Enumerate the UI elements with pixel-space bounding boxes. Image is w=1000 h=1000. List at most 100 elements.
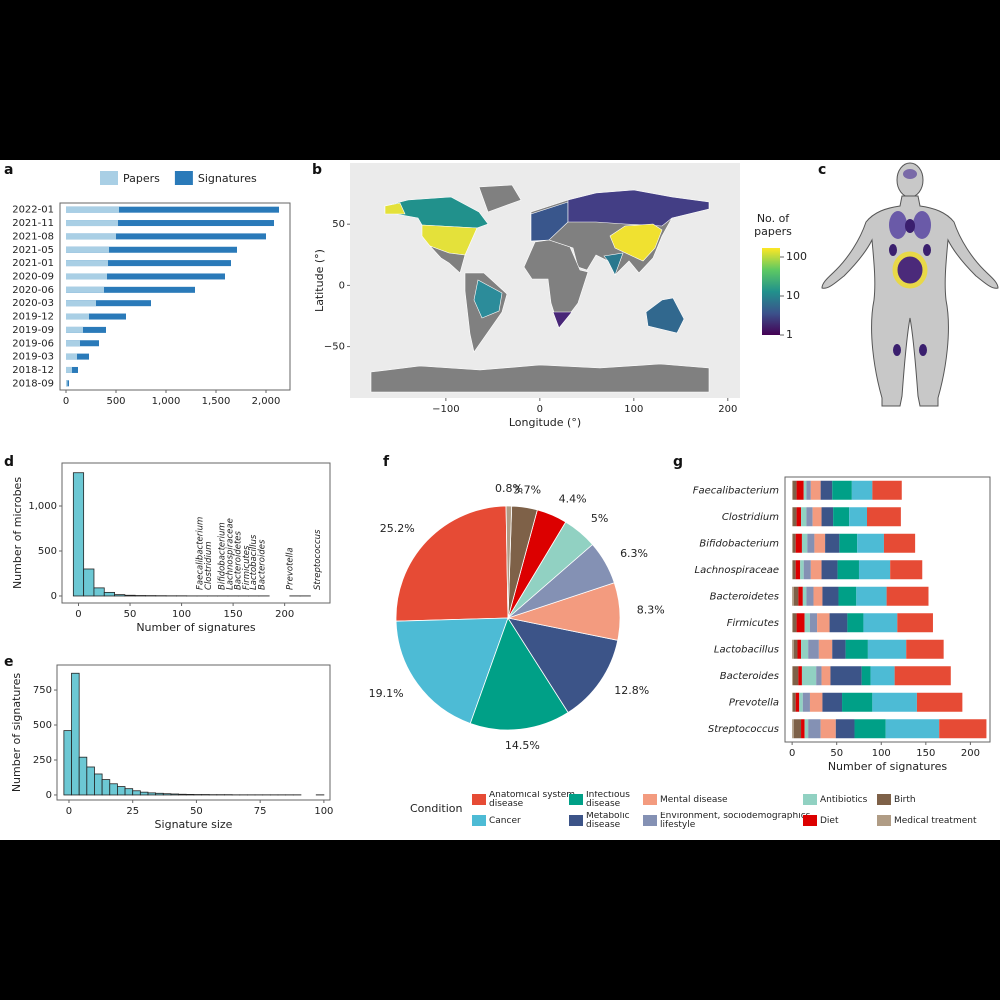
bar-segment: [810, 560, 822, 580]
bar-segment: [795, 560, 801, 580]
knee: [893, 344, 901, 356]
x-tick-label: 0: [75, 609, 81, 620]
y-tick-label: 2020-06: [12, 285, 54, 296]
hist-bar: [124, 788, 134, 796]
bar-segment: [798, 586, 803, 606]
pie-label: 19.1%: [369, 687, 404, 700]
bar-segment: [863, 613, 898, 633]
bar-segment: [822, 692, 843, 712]
colorbar-tick-label: 1: [786, 328, 793, 341]
bar-segment: [847, 613, 864, 633]
bar-segment: [793, 639, 798, 659]
bar: [66, 286, 195, 293]
kidney: [889, 244, 897, 256]
y-tick-label: 1,000: [28, 501, 57, 512]
bar-segment: [825, 533, 840, 553]
bar-segment: [801, 639, 809, 659]
bar-segment: [793, 480, 797, 500]
x-tick-label: 150: [916, 748, 935, 759]
panel-label: c: [818, 162, 826, 178]
bar: [66, 220, 118, 227]
hist-bar: [124, 594, 136, 597]
legend-swatch: [803, 794, 817, 805]
x-tick-label: 200: [718, 404, 737, 415]
bar: [66, 353, 89, 360]
pie-slice: [507, 617, 619, 714]
bar: [66, 246, 109, 253]
legend-swatch: [472, 815, 486, 826]
bar-segment: [809, 692, 823, 712]
panel-label: e: [4, 654, 14, 670]
bar-segment: [792, 639, 794, 659]
knee: [919, 344, 927, 356]
pie-slice: [505, 505, 513, 619]
bar-segment: [799, 692, 803, 712]
legend-label: Signatures: [198, 172, 257, 185]
bar-segment: [808, 639, 819, 659]
bar-segment: [804, 719, 809, 739]
y-tick-label: 2019-12: [12, 312, 54, 323]
y-tick-label: 50: [332, 219, 345, 230]
y-tick-label: 2021-05: [12, 245, 54, 256]
bar-segment: [795, 533, 802, 553]
legend-swatch: [643, 794, 657, 805]
africa: [523, 239, 589, 329]
plot-frame: [61, 462, 331, 604]
y-tick-label: 2018-12: [12, 365, 54, 376]
bar-segment: [793, 507, 797, 527]
bar-segment: [897, 613, 933, 633]
bar-segment: [802, 586, 807, 606]
bar-segment: [861, 666, 871, 686]
x-tick-label: 1,500: [202, 396, 231, 407]
bar-segment: [792, 666, 794, 686]
bar-segment: [806, 507, 813, 527]
bar-segment: [792, 560, 794, 580]
y-tick-label: 2018-09: [12, 378, 54, 389]
bar-segment: [890, 560, 923, 580]
y-tick-label: 250: [33, 755, 52, 766]
bar-segment: [822, 586, 839, 606]
legend-swatch: [643, 815, 657, 826]
x-tick-label: 0: [63, 396, 69, 407]
y-tick-label: 750: [33, 685, 52, 696]
bar: [66, 353, 77, 360]
russia: [567, 189, 710, 227]
china: [609, 223, 663, 262]
world-map: [350, 163, 740, 398]
pie-slice: [469, 617, 569, 731]
bar-segment: [793, 586, 799, 606]
legend-label: Papers: [123, 172, 160, 185]
bar-segment: [803, 560, 811, 580]
colorbar-tick-label: 10: [786, 289, 800, 302]
y-tick-label: 0: [51, 591, 57, 602]
bar: [66, 366, 72, 373]
bar-segment: [870, 666, 895, 686]
bar: [66, 340, 80, 347]
bar-segment: [835, 719, 855, 739]
bar-segment: [854, 719, 886, 739]
bar-segment: [792, 533, 794, 553]
y-tick-label: 2022-01: [12, 205, 54, 216]
annotation: Firmicutes: [242, 545, 252, 590]
hist-bar: [63, 730, 72, 796]
hist-bar: [114, 594, 126, 597]
colorbar-title-box: No. of papers: [754, 212, 792, 238]
y-tick-label: Streptococcus: [708, 724, 779, 735]
pie-label: 12.8%: [614, 684, 649, 697]
hist-bar: [103, 591, 115, 597]
greenland: [478, 184, 522, 213]
colorbar-title: No. of papers: [754, 212, 792, 238]
y-tick-label: 2020-03: [12, 298, 54, 309]
bar: [66, 380, 68, 387]
bar-segment: [806, 586, 814, 606]
legend-label: Infectious disease: [586, 791, 630, 809]
bar-segment: [802, 692, 810, 712]
hist-bar: [170, 793, 179, 796]
legend-label: Birth: [894, 794, 916, 805]
bar: [66, 260, 108, 267]
bar-segment: [906, 639, 944, 659]
legend-label-box: Diet: [820, 816, 839, 825]
australia: [645, 297, 685, 334]
bar-segment: [830, 666, 862, 686]
